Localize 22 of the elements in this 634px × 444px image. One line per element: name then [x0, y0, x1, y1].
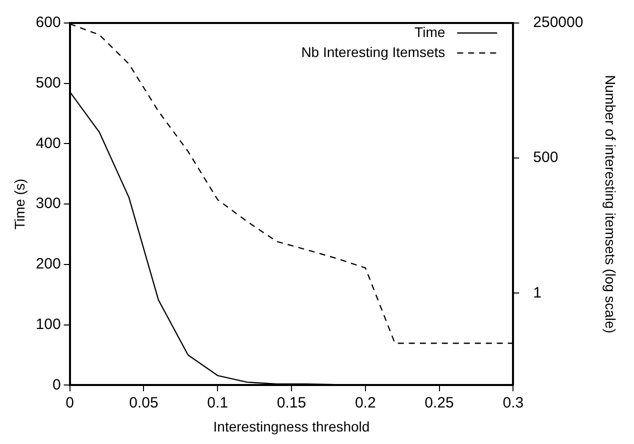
y2-tick-label: 1 — [533, 284, 542, 302]
x-tick-label: 0.1 — [207, 394, 228, 412]
x-tick-label: 0.3 — [502, 394, 524, 412]
y-tick-label: 100 — [36, 316, 61, 333]
y-tick-label: 200 — [36, 256, 61, 273]
x-tick-label: 0.15 — [276, 394, 306, 412]
y-tick-label: 400 — [36, 134, 61, 152]
x-tick-label: 0.05 — [129, 394, 158, 412]
legend-label: Nb Interesting Itemsets — [301, 44, 446, 60]
legend-label: Time — [414, 24, 446, 40]
y-tick-label: 500 — [36, 74, 61, 92]
y2-axis-title: Number of interesting itemsets (log scale) — [602, 74, 619, 334]
y2-tick-label: 500 — [533, 149, 558, 166]
y2-tick-label: 250000 — [533, 14, 584, 32]
x-tick-label: 0.2 — [354, 394, 376, 412]
x-axis-title: Interestingness threshold — [213, 418, 370, 434]
y-axis-title: Time (s) — [11, 178, 28, 230]
x-tick-label: 0 — [66, 394, 74, 412]
y-tick-label: 600 — [36, 14, 61, 32]
x-tick-label: 0.25 — [424, 394, 454, 412]
y-tick-label: 300 — [36, 195, 61, 212]
y-tick-label: 0 — [52, 376, 61, 394]
